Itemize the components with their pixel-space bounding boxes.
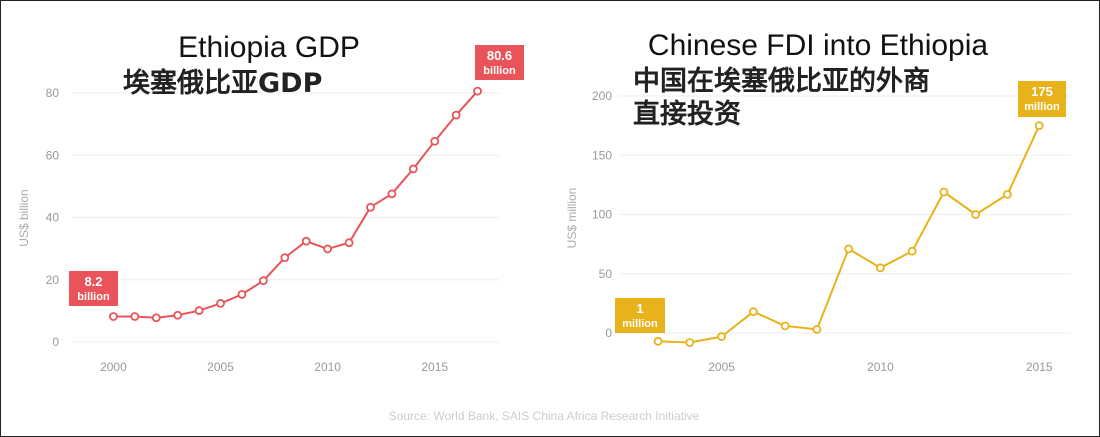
chart-title-en: Chinese FDI into Ethiopia (648, 29, 988, 62)
chart-title-en: Ethiopia GDP (178, 31, 360, 64)
y-tick-label: 50 (599, 267, 613, 281)
data-point (971, 210, 981, 219)
data-point (653, 336, 663, 346)
data-point (344, 238, 354, 248)
data-point (876, 263, 885, 273)
data-point (301, 236, 311, 246)
data-point (451, 110, 461, 120)
chart-title-cn: 中国在埃塞俄比亚的外商 (633, 65, 930, 97)
x-tick-label: 2010 (314, 360, 341, 374)
data-point (387, 189, 397, 199)
y-tick-label: 20 (46, 273, 60, 287)
chart-1: 0 20 40 60 80 2000 2005 2010 2015 US$ billion Ethi… (17, 31, 524, 374)
x-tick-label: 2005 (708, 360, 735, 374)
chart-title-cn: 埃塞俄比亚GDP (123, 67, 322, 99)
y-tick-label: 80 (46, 86, 60, 100)
y-tick-label: 60 (46, 148, 60, 162)
callout-value: 1 (636, 301, 643, 316)
callout-label: 1 million (615, 298, 665, 333)
data-point (408, 164, 418, 174)
y-axis-label: US$ billion (17, 189, 31, 246)
callout-box (615, 298, 665, 333)
callout-box (69, 271, 118, 306)
data-point (237, 289, 247, 299)
data-point (258, 276, 268, 286)
source-note: Source: World Bank, SAIS China Africa Re… (389, 409, 700, 423)
callout-label: 80.6 billion (475, 45, 524, 80)
data-point (780, 321, 790, 331)
data-point (939, 187, 949, 197)
data-point (194, 306, 204, 315)
x-tick-label: 2015 (421, 360, 448, 374)
callout-value: 80.6 (487, 48, 512, 63)
data-point (173, 310, 183, 320)
y-tick-label: 0 (605, 326, 612, 340)
x-tick-label: 2010 (867, 360, 894, 374)
callout-unit: billion (77, 291, 110, 303)
data-point (366, 202, 375, 212)
data-point (430, 136, 440, 146)
data-point (685, 338, 695, 347)
data-point (907, 246, 917, 256)
data-point (748, 307, 758, 317)
data-point (280, 253, 290, 263)
data-point (109, 312, 118, 321)
data-point (717, 332, 726, 341)
y-tick-label: 100 (592, 208, 612, 222)
callout-unit: billion (483, 65, 516, 77)
callout-unit: million (1024, 101, 1060, 113)
chart-title-cn: 直接投资 (633, 99, 741, 130)
data-point (1034, 121, 1044, 131)
data-point (151, 313, 161, 323)
series-line (658, 125, 1041, 344)
x-tick-label: 2015 (1026, 360, 1053, 374)
y-tick-label: 0 (52, 335, 59, 349)
x-tick-label: 2000 (100, 360, 127, 374)
y-tick-label: 40 (46, 211, 60, 225)
series-line (113, 90, 479, 319)
data-point (812, 325, 822, 334)
chart-2: 0 50 100 150 200 2005 2010 2015 US$ million Chine… (565, 29, 1071, 374)
data-point (1003, 189, 1012, 199)
data-point (130, 312, 140, 321)
y-tick-label: 150 (592, 148, 612, 162)
data-point (216, 299, 225, 308)
data-point (844, 244, 854, 254)
data-point (473, 86, 482, 96)
callout-box (1018, 81, 1066, 117)
callout-value: 175 (1031, 84, 1053, 99)
data-point (323, 244, 333, 254)
y-tick-label: 200 (592, 89, 612, 103)
callout-value: 8.2 (84, 274, 102, 289)
y-axis-label: US$ million (565, 188, 579, 249)
callout-label: 8.2 billion (69, 271, 118, 306)
callout-unit: million (622, 318, 658, 330)
x-tick-label: 2005 (207, 360, 234, 374)
callout-box (475, 45, 524, 80)
callout-label: 175 million (1018, 81, 1066, 117)
